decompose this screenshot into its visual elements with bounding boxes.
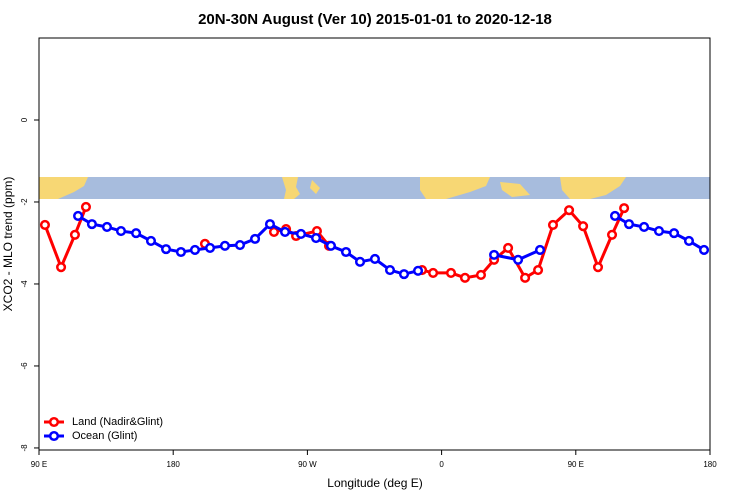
point (250, 233, 261, 244)
point (698, 244, 710, 255)
point (384, 264, 396, 276)
point (310, 233, 322, 244)
point (86, 219, 97, 230)
point (619, 203, 630, 214)
point (489, 249, 500, 260)
plot-frame (38, 37, 711, 451)
y-tick-label: -8 (20, 444, 29, 452)
point (639, 221, 650, 233)
x-tick-label: 180 (167, 460, 181, 469)
point (592, 262, 604, 273)
point (475, 269, 487, 281)
point (175, 246, 187, 258)
y-tick-label: 0 (20, 117, 29, 122)
point (268, 226, 280, 237)
point (131, 228, 142, 239)
point (547, 219, 559, 230)
point (80, 201, 92, 212)
y-axis-label: XCO2 - MLO trend (ppm) (1, 177, 15, 312)
chart-title: 20N-30N August (Ver 10) 2015-01-01 to 20… (198, 11, 552, 28)
x-tick-label: 90 E (31, 460, 47, 469)
map-band (39, 177, 710, 199)
point (623, 219, 635, 230)
legend-marker (48, 430, 60, 442)
point (189, 244, 201, 255)
x-tick-label: 90 W (298, 460, 317, 469)
point (564, 205, 575, 216)
point (340, 246, 352, 258)
point (609, 210, 621, 221)
point (606, 229, 618, 240)
point (653, 226, 665, 237)
y-tick-label: -4 (20, 280, 29, 288)
point (412, 265, 424, 276)
legend-label: Ocean (Glint) (72, 430, 137, 442)
point (160, 244, 172, 255)
point (513, 254, 524, 265)
point (39, 219, 51, 230)
x-axis-label: Longitude (deg E) (327, 476, 422, 490)
point (56, 262, 67, 273)
point (354, 256, 366, 267)
point (445, 267, 457, 278)
point (503, 242, 514, 253)
point (264, 219, 276, 230)
point (533, 264, 544, 276)
point (234, 239, 246, 251)
point (534, 244, 546, 255)
point (295, 228, 307, 240)
point (369, 253, 380, 265)
x-tick-label: 0 (439, 460, 444, 469)
y-tick-label: -2 (20, 198, 29, 206)
x-tick-label: 180 (703, 460, 717, 469)
point (204, 242, 216, 253)
y-tick-label: -6 (20, 362, 29, 370)
point (115, 226, 127, 237)
legend-label: Land (Nadir&Glint) (72, 416, 163, 428)
point (428, 267, 439, 278)
point (279, 226, 291, 237)
point (73, 210, 84, 221)
point (69, 229, 80, 240)
x-tick-label: 90 E (568, 460, 584, 469)
legend-marker (48, 416, 60, 428)
point (325, 240, 337, 251)
point (683, 235, 695, 246)
point (101, 221, 113, 233)
point (145, 235, 157, 246)
point (578, 221, 589, 232)
point (669, 228, 680, 239)
point (520, 272, 531, 283)
point (219, 240, 230, 251)
point (398, 269, 410, 280)
point (459, 272, 471, 283)
